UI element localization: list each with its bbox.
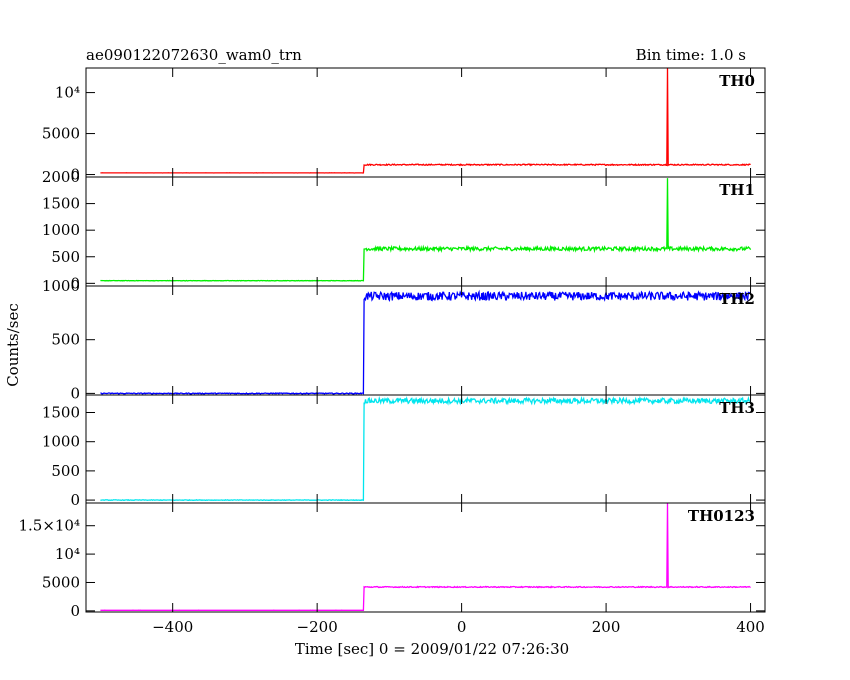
panels: 0500010⁴TH00500100015002000TH105001000TH…: [18, 67, 766, 636]
chart-title: ae090122072630_wam0_trn: [86, 46, 302, 64]
y-tick-label: 0: [70, 274, 80, 292]
y-tick-label: 10⁴: [55, 545, 80, 563]
series-th1-line: [100, 178, 752, 282]
y-tick-label: 0: [70, 491, 80, 509]
panel-frame: [85, 67, 766, 178]
panel-th0123: 0 5000 10⁴ 1.5×10⁴ TH0123: [18, 502, 766, 620]
y-tick-label: 1500: [42, 195, 80, 213]
y-tick-label: 0: [70, 166, 80, 184]
panel-frame: [85, 394, 766, 504]
series-th2-line: [100, 289, 751, 395]
series-th0-line: [100, 67, 751, 174]
x-tick-label: 200: [592, 618, 621, 636]
panel-th0: 0 5000 10⁴ TH0: [42, 67, 766, 184]
x-tick-label: 400: [736, 618, 765, 636]
y-tick-label: 0: [70, 602, 80, 620]
y-tick-label: 0: [70, 384, 80, 402]
x-tick-label: −200: [297, 618, 338, 636]
panel-frame: [85, 176, 766, 287]
y-tick-label: 10⁴: [55, 84, 80, 102]
series-th3-line: [100, 395, 752, 502]
y-tick-label: 1500: [42, 404, 80, 422]
panel-frame: [85, 285, 766, 396]
series-label-th1: TH1: [719, 181, 755, 199]
series-label-th2: TH2: [719, 290, 755, 308]
y-tick-label: 1000: [42, 433, 80, 451]
bin-time-label: Bin time: 1.0 s: [636, 46, 746, 64]
y-tick-label: 500: [51, 248, 80, 266]
x-tick-label: 0: [457, 618, 467, 636]
series-label-th0: TH0: [719, 72, 755, 90]
x-axis-label: Time [sec] 0 = 2009/01/22 07:26:30: [295, 640, 569, 658]
y-tick-label: 5000: [42, 573, 80, 591]
panel-frame: [85, 502, 766, 613]
y-tick-label: 500: [51, 462, 80, 480]
y-tick-label: 1000: [42, 221, 80, 239]
y-axis-label: Counts/sec: [4, 303, 22, 387]
panel-th2: 0 500 1000 TH2: [42, 277, 766, 402]
y-tick-label: 1000: [42, 277, 80, 295]
panel-th3: 0 500 1000 1500 TH3: [42, 394, 766, 509]
series-label-th3: TH3: [719, 399, 755, 417]
series-th0123-line: [100, 502, 751, 611]
x-tick-label: −400: [152, 618, 193, 636]
panel-th1: 0 500 1000 1500 2000 TH1: [42, 168, 766, 292]
y-tick-label: 500: [51, 331, 80, 349]
y-tick-label: 5000: [42, 125, 80, 143]
series-label-th0123: TH0123: [688, 507, 755, 525]
y-tick-label: 1.5×10⁴: [18, 517, 80, 535]
y-tick-label: 2000: [42, 168, 80, 186]
